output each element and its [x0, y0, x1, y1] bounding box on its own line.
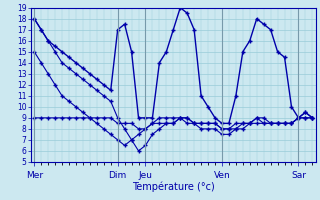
X-axis label: Température (°c): Température (°c) [132, 181, 215, 192]
